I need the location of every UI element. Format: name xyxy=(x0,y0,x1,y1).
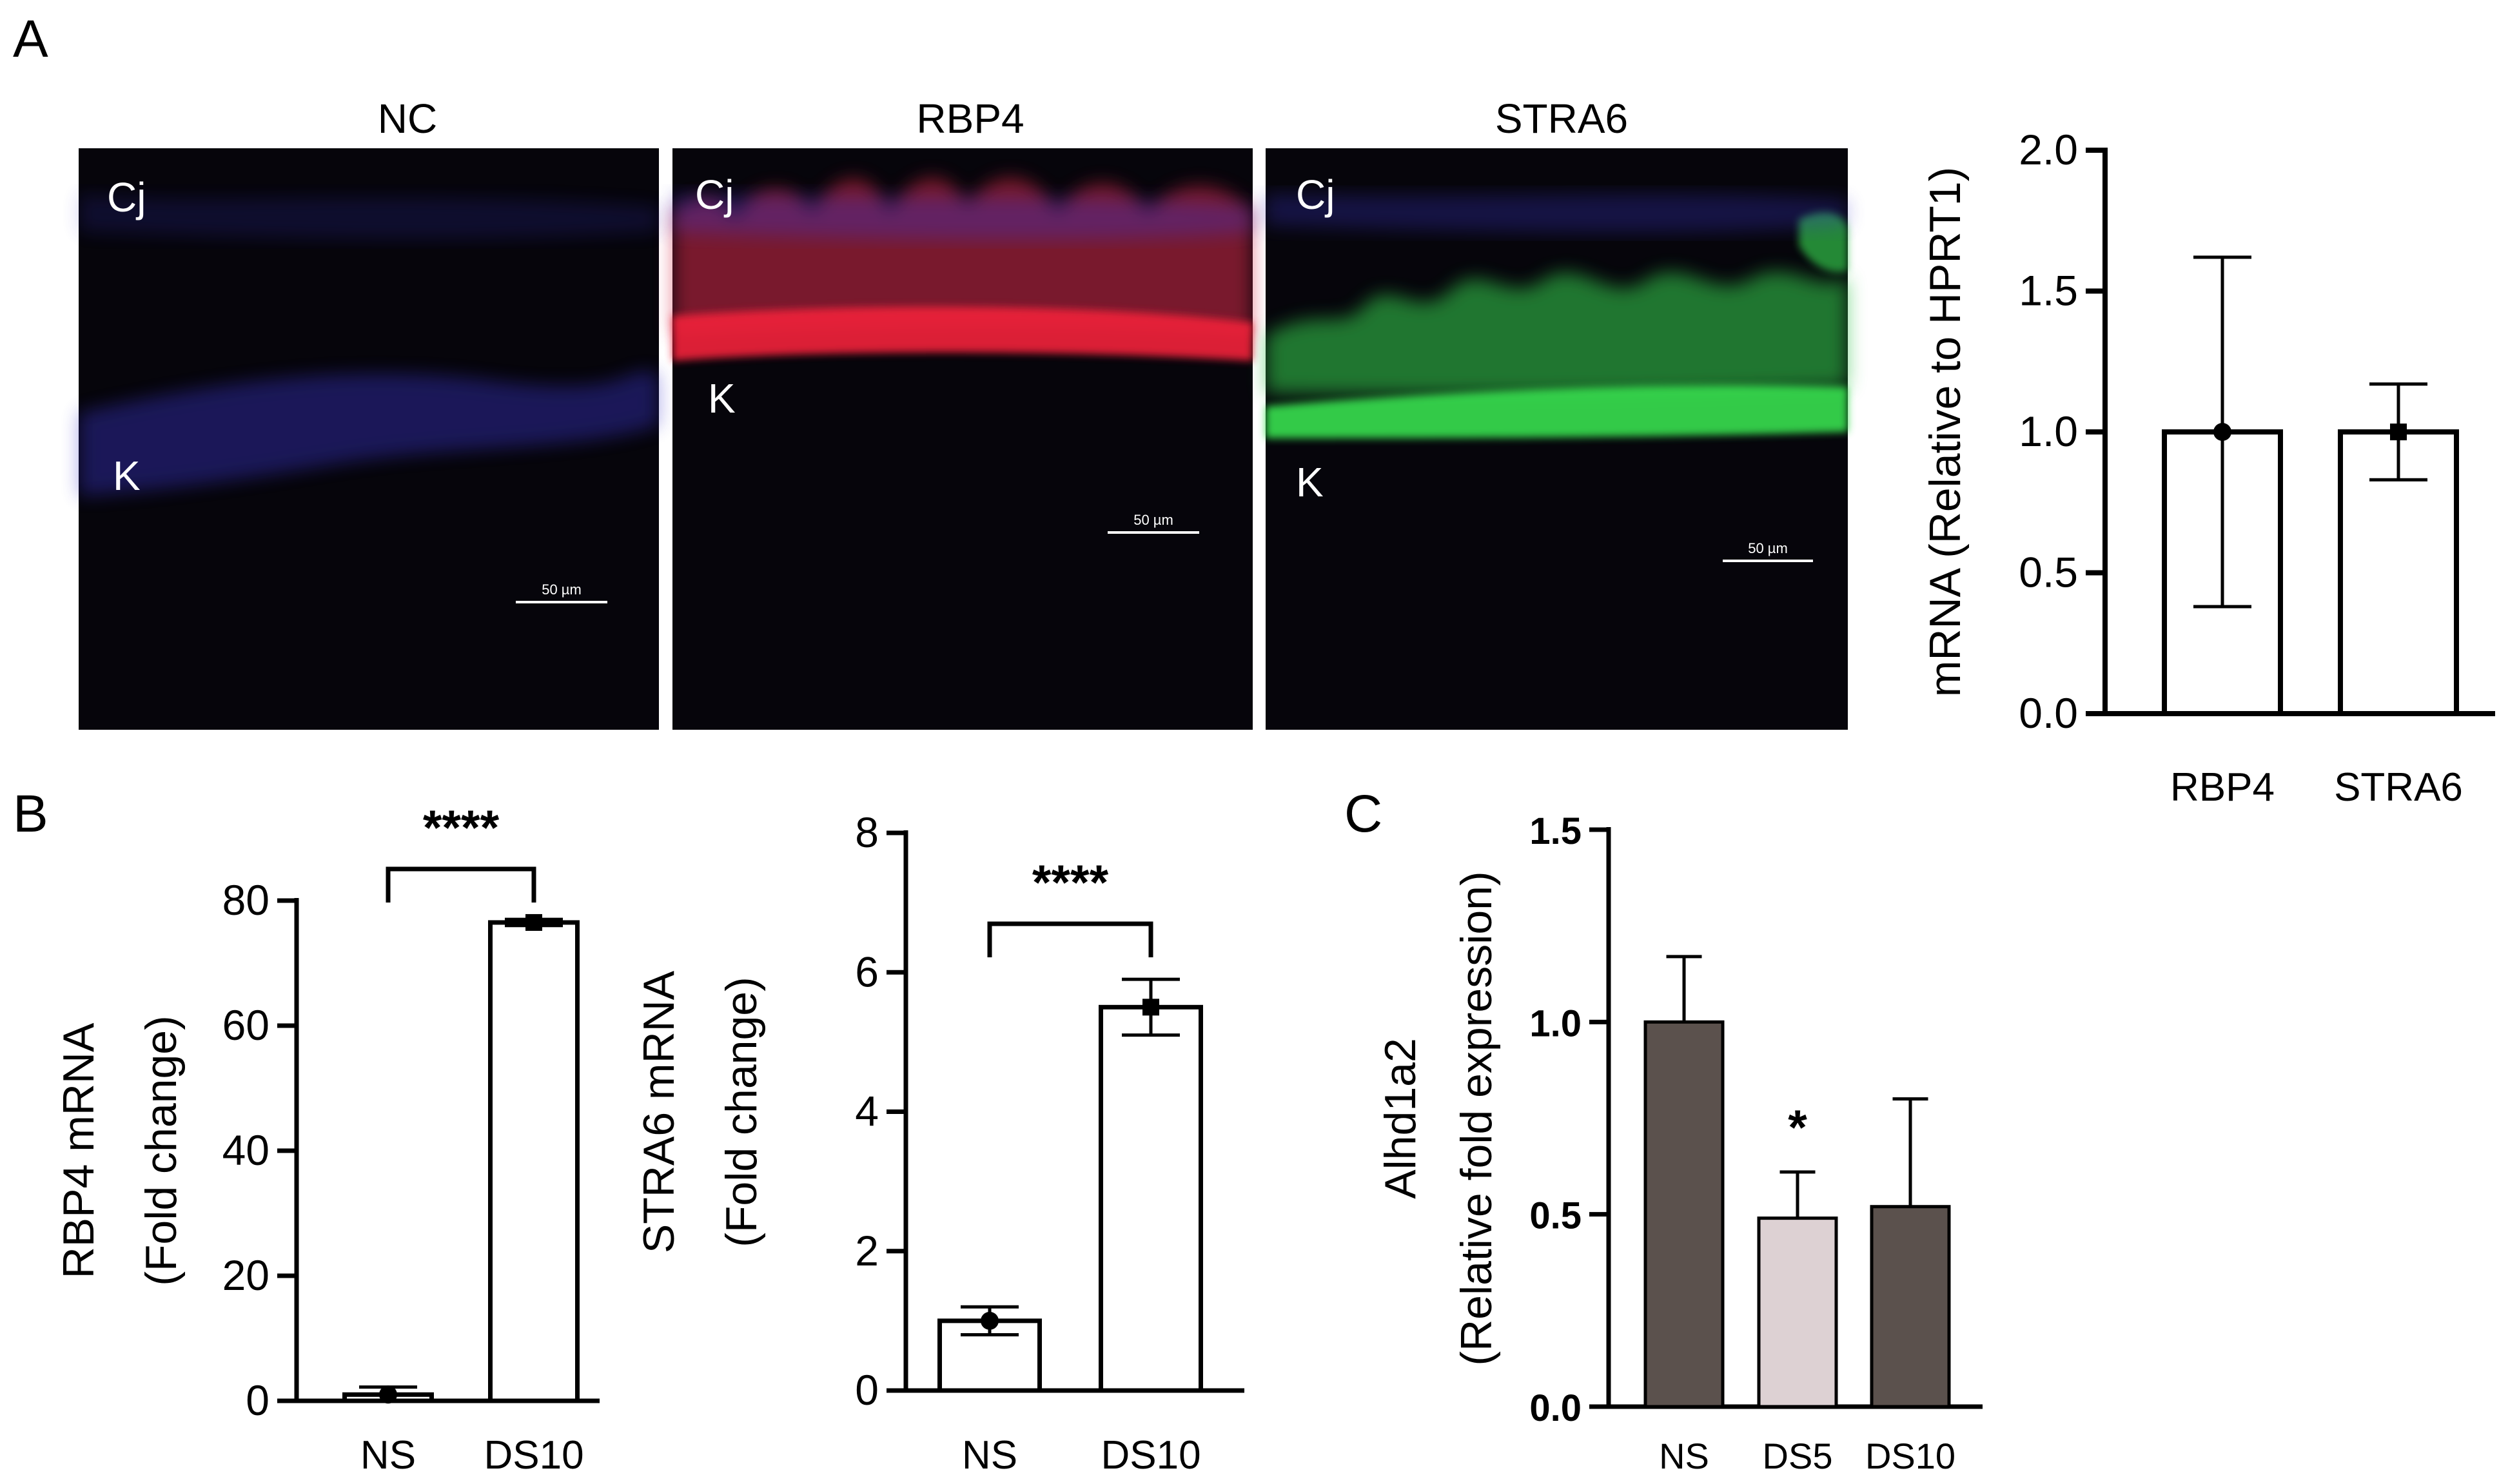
y-tick-label: 1.5 xyxy=(2019,267,2078,315)
y-tick-label: 4 xyxy=(855,1088,879,1135)
micrograph-title-stra6: STRA6 xyxy=(1495,95,1628,142)
y-tick-label: 0.0 xyxy=(1529,1387,1582,1429)
y-tick-label: 80 xyxy=(222,876,270,924)
significance-mark: * xyxy=(1788,1100,1807,1155)
scale-label-stra6: 50 µm xyxy=(1748,540,1788,556)
tissue-label-cj: Cj xyxy=(1296,171,1335,218)
y-axis-label: RBP4 mRNA xyxy=(54,1022,103,1278)
tissue-label-cj: Cj xyxy=(107,174,146,220)
chart-alhd1a2-relative-expression: 0.0 0.5 1.0 1.5 Alhd1a2 (Relative fold expres… xyxy=(1376,810,1983,1476)
panel-letter-c: C xyxy=(1344,785,1382,843)
bar-ds10 xyxy=(488,920,580,1403)
significance-bracket xyxy=(386,866,536,903)
x-tick-label: DS10 xyxy=(1101,1433,1200,1478)
x-tick-label: NS xyxy=(1659,1436,1709,1476)
y-axis-label: (Fold change) xyxy=(717,977,766,1247)
y-axis-label: STRA6 mRNA xyxy=(634,970,683,1253)
significance-label: **** xyxy=(1032,855,1109,910)
scale-label-rbp4: 50 µm xyxy=(1133,512,1173,528)
x-tick-label: DS10 xyxy=(484,1433,583,1478)
y-tick-label: 1.0 xyxy=(2019,407,2078,455)
micrograph-nc-nuclei xyxy=(79,193,659,496)
micrograph-stra6-background xyxy=(1266,148,1848,730)
y-tick-label: 40 xyxy=(222,1126,270,1174)
micrograph-title-rbp4: RBP4 xyxy=(916,95,1024,142)
y-tick-label: 0 xyxy=(855,1366,879,1414)
y-tick-label: 6 xyxy=(855,948,879,995)
micrograph-nc-tissue-labels: Cj K xyxy=(107,174,146,499)
mean-marker xyxy=(525,913,542,931)
y-tick-label: 0.0 xyxy=(2019,689,2078,737)
y-tick-label: 1.5 xyxy=(1529,810,1582,852)
x-tick-label: DS10 xyxy=(1865,1436,1955,1476)
micrograph-rbp4-tissue-labels: Cj K xyxy=(695,171,736,422)
significance-bracket xyxy=(987,921,1153,957)
scale-label-nc: 50 µm xyxy=(542,581,582,598)
tissue-label-k: K xyxy=(113,453,141,499)
y-tick-label: 0.5 xyxy=(1529,1195,1582,1237)
micrograph-nc: Cj K 50 µm xyxy=(79,148,659,730)
mean-marker xyxy=(379,1385,397,1404)
y-tick-label: 20 xyxy=(222,1251,270,1299)
panel-letter-b: B xyxy=(13,785,48,843)
bar-ds10 xyxy=(1099,1004,1203,1393)
y-tick-label: 2.0 xyxy=(2019,126,2078,173)
tissue-label-cj: Cj xyxy=(695,171,734,218)
chart-rbp4-fold-change: 0 20 40 60 80 RBP4 mRNA (Fold change) NS DS10 ***… xyxy=(54,801,600,1478)
chart-mrna-relative-hprt1: 0.0 0.5 1.0 1.5 2.0 mRNA (Relative to HPRT1) R… xyxy=(1921,126,2495,810)
tissue-label-k: K xyxy=(708,375,736,422)
y-axis-label: mRNA (Relative to HPRT1) xyxy=(1921,167,1970,698)
tissue-label-k: K xyxy=(1296,459,1324,505)
mean-marker xyxy=(1142,999,1159,1016)
chart-stra6-fold-change: 0 2 4 6 8 STRA6 mRNA (Fold change) NS DS10 **** xyxy=(634,808,1244,1478)
y-axis-label: (Fold change) xyxy=(137,1015,186,1286)
x-tick-label: DS5 xyxy=(1763,1436,1833,1476)
y-tick-label: 60 xyxy=(222,1001,270,1049)
x-tick-label: NS xyxy=(360,1433,416,1478)
bar-ds5 xyxy=(1757,1216,1838,1409)
y-tick-label: 0.5 xyxy=(2019,549,2078,596)
micrograph-rbp4: Cj K 50 µm xyxy=(672,148,1253,730)
y-tick-label: 1.0 xyxy=(1529,1002,1582,1044)
panel-letter-a: A xyxy=(13,10,48,68)
micrograph-title-nc: NC xyxy=(378,95,437,142)
bar-ns xyxy=(1643,1020,1725,1409)
x-tick-label: STRA6 xyxy=(2334,765,2463,810)
y-axis-label: Alhd1a2 xyxy=(1376,1038,1425,1199)
y-axis-label: (Relative fold expression) xyxy=(1452,871,1501,1365)
micrograph-stra6: Cj K 50 µm xyxy=(1266,148,1848,730)
y-tick-label: 0 xyxy=(246,1376,270,1424)
mean-marker xyxy=(981,1311,999,1330)
mean-marker xyxy=(2213,423,2231,441)
bar-ds10 xyxy=(1870,1205,1951,1409)
y-tick-label: 2 xyxy=(855,1227,879,1274)
significance-label: **** xyxy=(423,801,500,855)
y-tick-label: 8 xyxy=(855,808,879,856)
mean-marker xyxy=(2390,424,2407,440)
x-tick-label: NS xyxy=(962,1433,1017,1478)
x-tick-label: RBP4 xyxy=(2170,765,2275,810)
micrograph-stra6-tissue-labels: Cj K xyxy=(1296,171,1335,505)
